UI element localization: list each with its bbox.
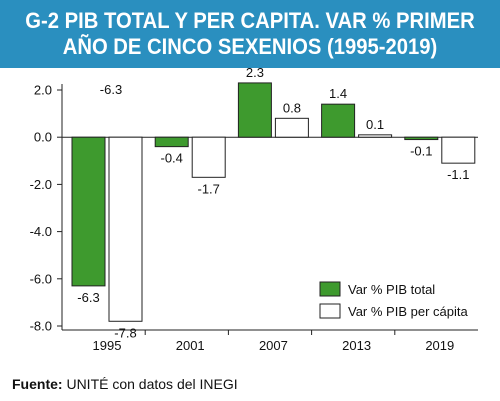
bar-total	[71, 136, 106, 287]
data-label-total: -0.1	[410, 144, 432, 159]
legend-label-percapita: Var % PIB per cápita	[348, 304, 468, 319]
y-tick-label: -8.0	[30, 319, 52, 334]
y-tick-label: -6.0	[30, 271, 52, 286]
chart-title: G-2 PIB TOTAL Y PER CAPITA. VAR % PRIMER…	[0, 0, 500, 68]
source-text: UNITÉ con datos del INEGI	[66, 376, 238, 392]
source-label: Fuente:	[12, 376, 63, 392]
data-label-total: -0.4	[160, 151, 182, 166]
y-tick-label: -2.0	[30, 177, 52, 192]
data-label-total: 2.3	[246, 68, 264, 80]
y-tick-label: -4.0	[30, 224, 52, 239]
legend-swatch-total	[319, 281, 341, 297]
bar-percapita	[108, 136, 143, 322]
legend-label-total: Var % PIB total	[348, 282, 435, 297]
bar-total	[154, 136, 189, 148]
x-tick-label: 2013	[342, 338, 371, 353]
bar-total	[404, 136, 439, 141]
bar-percapita	[191, 136, 226, 178]
data-label-percapita: 0.8	[283, 100, 301, 115]
data-label-percapita: -7.8	[114, 325, 136, 340]
data-label-percapita: -1.7	[197, 181, 219, 196]
bar-percapita	[441, 136, 476, 164]
x-tick-label: 2019	[425, 338, 454, 353]
title-line-2: AÑO DE CINCO SEXENIOS (1995-2019)	[62, 34, 438, 59]
x-tick-label: 2001	[176, 338, 205, 353]
bar-total	[321, 103, 356, 138]
legend-swatch-percapita	[319, 303, 341, 319]
data-label-extra: -6.3	[100, 82, 122, 97]
bar-percapita	[358, 134, 393, 138]
bar-total	[237, 82, 272, 138]
source-note: Fuente: UNITÉ con datos del INEGI	[12, 376, 238, 392]
y-tick-label: 0.0	[34, 130, 52, 145]
bar-percapita	[274, 117, 309, 138]
x-tick-label: 2007	[259, 338, 288, 353]
x-tick-label: 1995	[93, 338, 122, 353]
data-label-total: 1.4	[329, 86, 347, 101]
y-tick-label: 2.0	[34, 83, 52, 98]
title-line-1: G-2 PIB TOTAL Y PER CAPITA. VAR % PRIMER	[25, 8, 475, 33]
data-label-percapita: 0.1	[366, 117, 384, 132]
data-label-percapita: -1.1	[447, 167, 469, 182]
data-label-total: -6.3	[77, 290, 99, 305]
